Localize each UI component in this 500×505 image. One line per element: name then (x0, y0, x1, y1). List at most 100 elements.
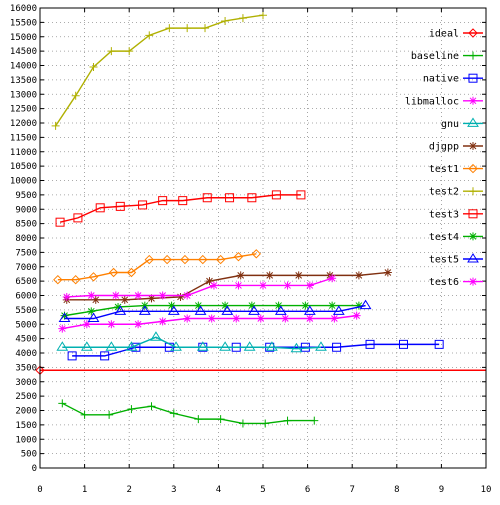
y-tick-label: 500 (21, 450, 37, 460)
data-point-native (398, 339, 408, 349)
y-tick-label: 10500 (10, 162, 37, 172)
data-point-test2 (71, 91, 80, 100)
data-point-test1 (88, 272, 99, 282)
y-tick-label: 6500 (15, 277, 37, 287)
series-test3 (55, 190, 306, 227)
data-point-native (434, 339, 444, 349)
data-point-gnu (290, 342, 303, 353)
data-point-gnu (125, 341, 138, 351)
data-point-test3 (178, 196, 188, 206)
data-point-baseline (238, 419, 247, 428)
x-tick-label: 2 (126, 485, 131, 495)
x-tick-label: 10 (481, 485, 492, 495)
data-point-test4 (114, 303, 123, 311)
data-point-test1 (180, 254, 190, 265)
data-point-gnu (196, 341, 209, 351)
legend-swatch-marker (468, 73, 478, 83)
data-point-libmalloc (256, 314, 265, 323)
legend-item-libmalloc: libmalloc (405, 96, 483, 107)
data-point-test2 (89, 62, 98, 71)
y-tick-label: 1500 (15, 421, 37, 431)
data-point-test6 (328, 274, 337, 283)
data-point-libmalloc (330, 314, 339, 323)
data-point-djgpp (236, 271, 245, 280)
x-tick-label: 3 (171, 485, 176, 495)
series-libmalloc (58, 311, 361, 333)
data-point-test2 (125, 47, 134, 56)
legend-item-test3: test3 (429, 209, 483, 220)
data-point-libmalloc (158, 317, 167, 326)
data-point-test5 (167, 305, 180, 315)
series-gnu (56, 331, 327, 353)
data-point-test1 (251, 249, 262, 259)
y-tick-label: 0 (32, 464, 37, 474)
data-point-test6 (234, 281, 243, 290)
series-test2 (51, 11, 267, 130)
data-point-test4 (328, 301, 337, 310)
y-tick-label: 14500 (10, 47, 37, 57)
x-tick-label: 7 (349, 485, 354, 495)
legend-label: gnu (441, 119, 459, 130)
data-point-gnu (150, 331, 162, 341)
data-point-test2 (259, 11, 267, 20)
legend-swatch-marker (469, 277, 477, 286)
y-tick-label: 2000 (15, 407, 37, 417)
legend-item-test6: test6 (429, 277, 483, 288)
y-tick-label: 9000 (15, 205, 37, 215)
data-point-test3 (73, 213, 83, 223)
legend-label: test3 (429, 209, 459, 220)
y-tick-label: 7500 (15, 248, 37, 258)
data-point-test3 (247, 193, 257, 203)
data-point-native (365, 339, 375, 349)
data-point-test1 (70, 274, 81, 285)
y-tick-label: 5500 (15, 306, 37, 316)
y-tick-label: 4500 (15, 335, 37, 345)
series-line-gnu (62, 336, 322, 350)
data-point-test6 (111, 291, 120, 300)
data-point-gnu (105, 341, 118, 351)
legend-item-djgpp: djgpp (429, 142, 483, 153)
data-point-test3 (296, 190, 306, 200)
data-point-test3 (225, 193, 235, 203)
data-point-test4 (87, 307, 96, 316)
data-point-baseline (147, 402, 156, 411)
y-tick-label: 8500 (15, 220, 37, 230)
data-point-djgpp (205, 277, 214, 286)
series-baseline (58, 399, 319, 428)
data-point-test1 (198, 254, 208, 265)
legend-item-native: native (423, 73, 483, 85)
data-point-test6 (87, 291, 96, 300)
data-point-test5 (303, 305, 316, 315)
data-point-test3 (202, 193, 212, 203)
data-point-test1 (126, 267, 137, 278)
data-point-test6 (305, 281, 314, 290)
data-point-test1 (233, 251, 244, 262)
data-point-test6 (183, 291, 192, 300)
series-test5 (58, 299, 372, 322)
data-point-test5 (58, 312, 71, 322)
legend-swatch-marker (469, 96, 477, 105)
y-tick-label: 15000 (10, 33, 37, 43)
data-point-libmalloc (82, 320, 91, 329)
data-point-test5 (114, 305, 127, 315)
y-tick-label: 7000 (15, 263, 37, 273)
data-point-test2 (145, 31, 154, 40)
x-tick-label: 1 (82, 485, 87, 495)
data-point-test1 (215, 254, 226, 265)
data-point-test3 (55, 217, 65, 227)
data-point-test2 (165, 24, 174, 33)
data-point-baseline (105, 410, 114, 419)
data-point-test3 (95, 203, 105, 213)
data-point-test5 (274, 305, 287, 315)
data-point-test5 (87, 312, 100, 322)
data-point-djgpp (91, 295, 100, 304)
data-point-test1 (144, 254, 154, 265)
data-point-test5 (359, 299, 372, 310)
data-point-gnu (219, 341, 231, 351)
data-point-test2 (107, 47, 116, 56)
data-point-test1 (162, 254, 172, 265)
data-point-test2 (221, 16, 230, 25)
data-point-test4 (221, 301, 230, 310)
